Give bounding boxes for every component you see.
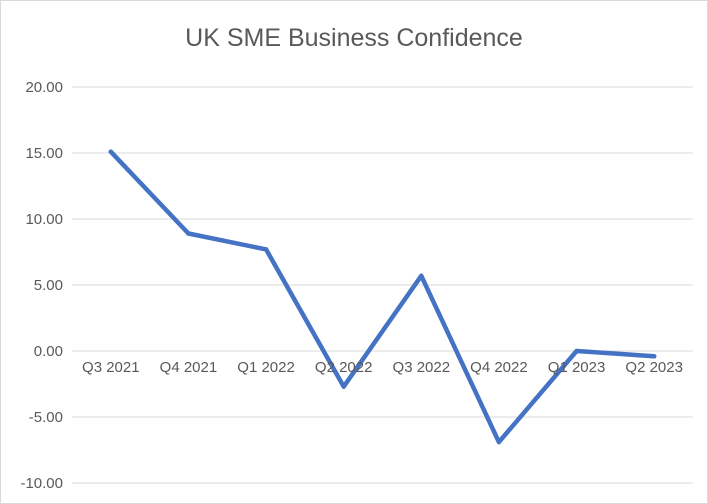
series-layer <box>108 149 657 445</box>
y-tick-label: 10.00 <box>25 211 63 228</box>
data-point <box>263 247 269 252</box>
y-tick-label: -5.00 <box>29 409 63 426</box>
x-axis-ticks: Q3 2021 Q4 2021 Q1 2022 Q2 2022 Q3 2022 Q4 20… <box>82 359 683 376</box>
x-tick-label: Q3 2021 <box>82 359 140 376</box>
data-point <box>419 273 424 278</box>
x-tick-label: Q2 2023 <box>625 359 683 376</box>
y-tick-label: 5.00 <box>34 277 63 294</box>
y-tick-label: 20.00 <box>25 79 63 96</box>
y-axis-ticks: 20.00 15.00 10.00 5.00 0.00 -5.00 -10.00 <box>20 79 63 492</box>
data-point <box>574 348 579 354</box>
data-point <box>186 231 191 236</box>
data-point <box>651 354 657 359</box>
y-tick-label: 15.00 <box>25 145 63 162</box>
x-tick-label: Q4 2021 <box>160 359 218 376</box>
data-point <box>341 384 346 389</box>
x-tick-label: Q1 2022 <box>237 359 295 376</box>
x-tick-label: Q4 2022 <box>470 359 528 376</box>
y-tick-label: 0.00 <box>34 343 63 360</box>
y-tick-label: -10.00 <box>20 475 63 492</box>
x-tick-label: Q3 2022 <box>393 359 451 376</box>
gridlines <box>72 86 693 484</box>
data-point <box>496 439 502 445</box>
data-point <box>108 149 114 154</box>
series-line <box>108 149 657 445</box>
x-tick-label: Q1 2023 <box>548 359 606 376</box>
x-tick-label: Q2 2022 <box>315 359 373 376</box>
chart-title: UK SME Business Confidence <box>185 24 523 52</box>
